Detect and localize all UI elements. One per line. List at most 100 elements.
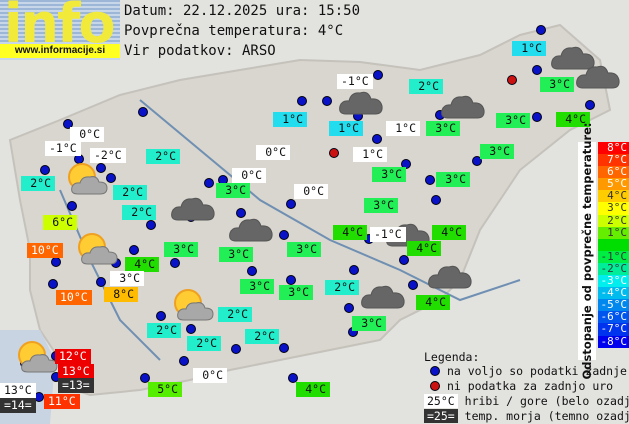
station-dot[interactable] — [536, 25, 546, 35]
station-temperature[interactable]: 4°C — [407, 241, 441, 256]
no-data-station-dot[interactable] — [507, 75, 517, 85]
station-temperature[interactable]: 1°C — [386, 121, 420, 136]
station-temperature[interactable]: 2°C — [21, 176, 55, 191]
station-dot[interactable] — [286, 199, 296, 209]
station-temperature[interactable]: 3°C — [426, 121, 460, 136]
station-dot[interactable] — [40, 165, 50, 175]
station-temperature[interactable]: 3°C — [436, 172, 470, 187]
station-temperature[interactable]: 4°C — [333, 225, 367, 240]
station-temperature[interactable]: 13°C — [0, 383, 36, 398]
station-temperature[interactable]: 2°C — [245, 329, 279, 344]
station-dot[interactable] — [585, 100, 595, 110]
station-temperature[interactable]: 3°C — [219, 247, 253, 262]
station-temperature[interactable]: 13°C — [58, 364, 94, 379]
station-temperature[interactable]: 3°C — [164, 242, 198, 257]
station-temperature[interactable]: 0°C — [256, 145, 290, 160]
station-dot[interactable] — [236, 208, 246, 218]
station-dot[interactable] — [247, 266, 257, 276]
station-dot[interactable] — [472, 156, 482, 166]
station-temperature[interactable]: 2°C — [218, 307, 252, 322]
logo[interactable]: info www.informacije.si — [0, 0, 120, 60]
station-temperature[interactable]: 1°C — [273, 112, 307, 127]
station-temperature[interactable]: 4°C — [125, 257, 159, 272]
station-temperature[interactable]: 3°C — [240, 279, 274, 294]
station-temperature[interactable]: 0°C — [294, 184, 328, 199]
station-temperature[interactable]: 3°C — [540, 77, 574, 92]
no-data-station-dot[interactable] — [329, 148, 339, 158]
station-dot[interactable] — [106, 173, 116, 183]
station-temperature[interactable]: 0°C — [70, 127, 104, 142]
station-temperature[interactable]: 3°C — [279, 285, 313, 300]
station-dot[interactable] — [186, 324, 196, 334]
station-temperature[interactable]: 1°C — [512, 41, 546, 56]
station-dot[interactable] — [138, 107, 148, 117]
station-dot[interactable] — [349, 265, 359, 275]
station-dot[interactable] — [231, 344, 241, 354]
station-temperature[interactable]: 3°C — [216, 183, 250, 198]
station-temperature[interactable]: 5°C — [148, 382, 182, 397]
station-dot[interactable] — [425, 175, 435, 185]
station-temperature[interactable]: 2°C — [146, 149, 180, 164]
station-temperature[interactable]: 1°C — [329, 121, 363, 136]
station-temperature[interactable]: =13= — [58, 378, 94, 393]
logo-url[interactable]: www.informacije.si — [0, 44, 120, 58]
station-temperature[interactable]: 3°C — [496, 113, 530, 128]
station-dot[interactable] — [140, 373, 150, 383]
station-temperature[interactable]: 3°C — [110, 271, 144, 286]
station-dot[interactable] — [146, 220, 156, 230]
station-temperature[interactable]: 0°C — [232, 168, 266, 183]
station-temperature[interactable]: 12°C — [55, 349, 91, 364]
station-temperature[interactable]: 2°C — [409, 79, 443, 94]
station-temperature[interactable]: 3°C — [364, 198, 398, 213]
station-dot[interactable] — [401, 159, 411, 169]
station-temperature[interactable]: 11°C — [44, 394, 80, 409]
station-temperature[interactable]: 3°C — [352, 316, 386, 331]
station-temperature[interactable]: 10°C — [56, 290, 92, 305]
station-temperature[interactable]: 1°C — [353, 147, 387, 162]
station-dot[interactable] — [532, 65, 542, 75]
station-dot[interactable] — [170, 258, 180, 268]
station-dot[interactable] — [48, 279, 58, 289]
station-temperature[interactable]: 2°C — [122, 205, 156, 220]
station-temperature[interactable]: -1°C — [45, 141, 81, 156]
station-temperature[interactable]: 4°C — [416, 295, 450, 310]
station-dot[interactable] — [204, 178, 214, 188]
station-temperature[interactable]: 8°C — [104, 287, 138, 302]
station-dot[interactable] — [286, 275, 296, 285]
station-dot[interactable] — [67, 201, 77, 211]
station-dot[interactable] — [63, 119, 73, 129]
station-dot[interactable] — [408, 280, 418, 290]
station-temperature[interactable]: 10°C — [27, 243, 63, 258]
station-temperature[interactable]: 2°C — [147, 323, 181, 338]
station-temperature[interactable]: 2°C — [113, 185, 147, 200]
station-temperature[interactable]: 4°C — [556, 112, 590, 127]
station-dot[interactable] — [288, 373, 298, 383]
station-dot[interactable] — [431, 195, 441, 205]
station-temperature[interactable]: 4°C — [296, 382, 330, 397]
station-dot[interactable] — [372, 134, 382, 144]
station-temperature[interactable]: 2°C — [187, 336, 221, 351]
station-temperature[interactable]: 6°C — [43, 215, 77, 230]
station-dot[interactable] — [279, 343, 289, 353]
station-temperature[interactable]: -1°C — [337, 74, 373, 89]
station-dot[interactable] — [344, 303, 354, 313]
station-dot[interactable] — [96, 277, 106, 287]
station-dot[interactable] — [179, 356, 189, 366]
station-dot[interactable] — [96, 163, 106, 173]
station-dot[interactable] — [373, 70, 383, 80]
station-dot[interactable] — [297, 96, 307, 106]
station-dot[interactable] — [532, 112, 542, 122]
station-temperature[interactable]: 3°C — [372, 167, 406, 182]
station-dot[interactable] — [279, 230, 289, 240]
station-temperature[interactable]: 3°C — [287, 242, 321, 257]
station-temperature[interactable]: 3°C — [480, 144, 514, 159]
station-temperature[interactable]: -2°C — [90, 148, 126, 163]
station-temperature[interactable]: 4°C — [432, 225, 466, 240]
station-dot[interactable] — [51, 257, 61, 267]
station-temperature[interactable]: -1°C — [370, 227, 406, 242]
station-dot[interactable] — [129, 245, 139, 255]
station-dot[interactable] — [399, 255, 409, 265]
station-temperature[interactable]: 2°C — [325, 280, 359, 295]
station-temperature[interactable]: =14= — [0, 398, 36, 413]
station-temperature[interactable]: 0°C — [193, 368, 227, 383]
